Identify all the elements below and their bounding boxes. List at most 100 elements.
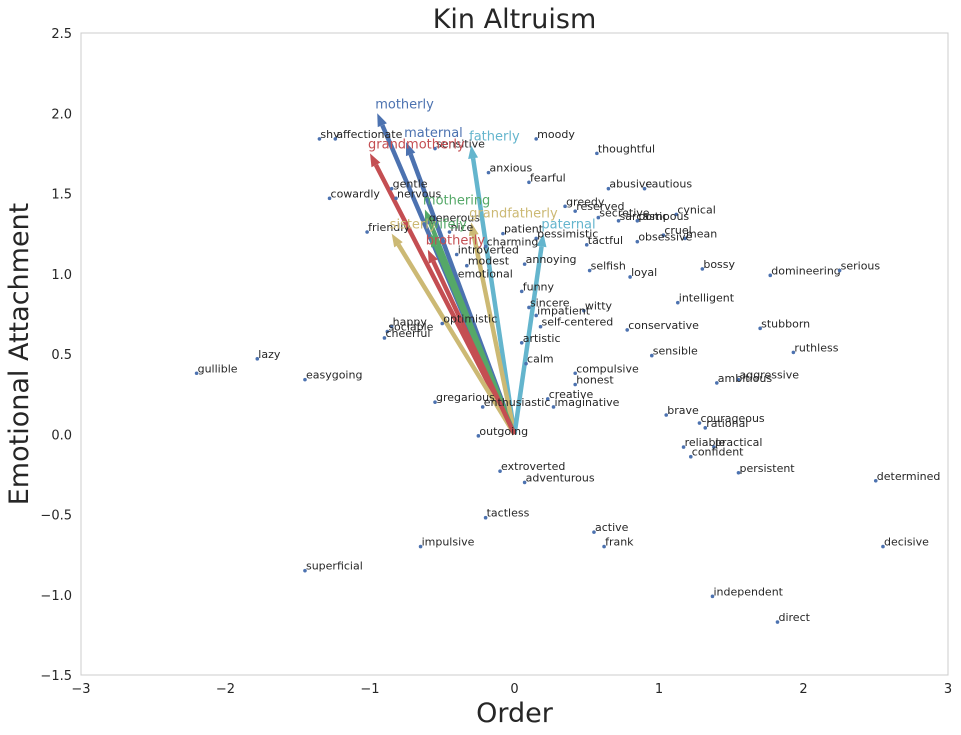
data-point (433, 400, 437, 404)
point-label: friendly (368, 221, 410, 234)
data-point (303, 377, 307, 382)
point-label: determined (877, 470, 941, 483)
point-label: loyal (631, 266, 657, 279)
x-tick-label: 1 (655, 682, 663, 697)
point-label: bossy (703, 258, 735, 271)
point-label: sarcastic (620, 210, 669, 223)
point-label: cynical (677, 203, 715, 216)
data-point (527, 305, 531, 310)
data-point (327, 196, 332, 201)
vector-arrowhead (536, 233, 547, 248)
point-label: outgoing (479, 425, 528, 438)
data-point (483, 515, 488, 520)
point-label: honest (576, 373, 614, 386)
y-tick-label: 2.5 (51, 27, 72, 42)
data-point (635, 239, 640, 244)
point-label: affectionate (336, 128, 402, 141)
data-point (710, 594, 715, 599)
point-label: modest (468, 255, 510, 268)
data-point (681, 445, 686, 449)
data-point (486, 170, 491, 175)
x-axis-label: Order (476, 698, 554, 729)
vector-shaft (431, 260, 517, 436)
point-label: frank (605, 536, 634, 549)
vector-label: sisterly (390, 218, 437, 233)
point-label: stubborn (761, 317, 810, 330)
point-label: nervous (397, 187, 441, 200)
data-points: shyaffectionatesensitivemoodythoughtfula… (194, 128, 941, 624)
data-point (527, 180, 531, 185)
y-tick-label: −0.5 (40, 509, 72, 524)
data-point (649, 353, 654, 358)
x-ticks: −3 −2 −1 0 1 2 3 (71, 682, 952, 697)
data-point (635, 218, 640, 223)
data-point (873, 478, 878, 483)
point-label: gregarious (436, 391, 495, 404)
point-label: cowardly (331, 187, 381, 200)
point-label: lazy (258, 348, 281, 361)
point-label: easygoing (306, 369, 362, 382)
y-tick-label: 2.0 (51, 107, 72, 122)
vector-label: grandfatherly (469, 206, 558, 221)
data-point (768, 273, 773, 278)
data-point (775, 620, 780, 624)
data-point (675, 300, 680, 305)
point-label: greedy (566, 195, 605, 208)
point-label: artistic (523, 332, 561, 345)
data-point (688, 454, 693, 459)
data-point (433, 146, 437, 151)
point-label: decisive (884, 536, 929, 549)
x-tick-label: −2 (216, 682, 235, 697)
vector-shaft (396, 243, 517, 436)
data-point (642, 186, 647, 191)
vector-arrowhead (370, 153, 381, 168)
data-point (545, 397, 550, 401)
data-point (534, 236, 538, 241)
point-label: introverted (458, 243, 519, 256)
vector-arrowhead (405, 142, 416, 157)
vector-label: grandmotherly (368, 137, 465, 152)
data-point (664, 413, 669, 417)
point-label: ambitious (718, 372, 773, 385)
data-point (483, 244, 488, 249)
data-point (573, 209, 577, 213)
point-label: calm (527, 353, 554, 366)
data-point (606, 186, 611, 191)
point-label: sociable (388, 321, 433, 334)
data-point (837, 268, 842, 273)
data-point (602, 544, 606, 549)
point-label: funny (523, 280, 555, 293)
data-point (534, 137, 538, 141)
y-tick-label: 1.5 (51, 188, 72, 203)
x-tick-label: −1 (360, 682, 379, 697)
point-label: anxious (489, 162, 532, 175)
point-label: selfish (591, 260, 626, 273)
point-label: sensitive (436, 138, 485, 151)
data-point (683, 236, 687, 241)
data-point (255, 357, 260, 361)
vector-labels: motherly maternal fatherly grandmotherly mot… (368, 97, 596, 248)
point-label: domineering (771, 264, 841, 277)
vector-shaft (471, 234, 517, 435)
data-point (382, 336, 387, 340)
y-tick-label: 0.0 (51, 428, 72, 443)
data-point (303, 568, 307, 573)
vector-shaft (512, 246, 544, 435)
data-point (389, 324, 394, 329)
data-point (715, 381, 719, 385)
data-point (703, 426, 708, 430)
point-label: ruthless (794, 341, 838, 354)
data-point (389, 186, 394, 191)
chart-title: Kin Altruism (433, 4, 597, 35)
data-point (365, 230, 369, 234)
point-label: moody (537, 128, 575, 141)
data-point (454, 252, 459, 257)
point-label: independent (713, 585, 783, 598)
point-label: active (595, 521, 629, 534)
vector-arrowhead (424, 209, 435, 224)
data-point (625, 328, 630, 332)
y-tick-label: 0.5 (51, 348, 72, 363)
data-point (519, 289, 524, 294)
x-tick-label: 0 (510, 682, 518, 697)
x-tick-label: 3 (944, 682, 952, 697)
